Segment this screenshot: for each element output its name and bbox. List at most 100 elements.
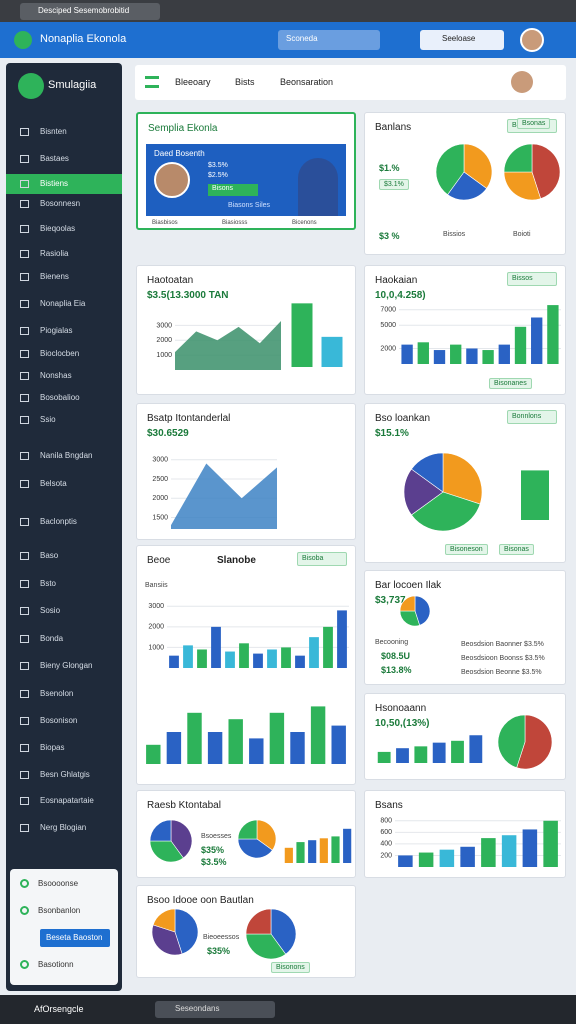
sidebar-icon <box>20 273 29 281</box>
pie-slice <box>237 819 258 840</box>
card-label: Bansiis <box>145 582 168 589</box>
sidebar-item[interactable]: Bisnten <box>6 122 122 142</box>
sidebar-item[interactable]: Bieqoolas <box>6 219 122 239</box>
card-label: $3.5% <box>201 857 227 867</box>
card-subtitle: Slanobe <box>217 555 256 566</box>
pie-slice <box>149 819 172 842</box>
toolbar-item[interactable]: Beonsaration <box>280 77 334 87</box>
stat-value: $833% <box>152 228 183 230</box>
sidebar-icon <box>20 771 29 779</box>
sidebar-item[interactable]: Baso <box>6 546 122 566</box>
sidebar-icon <box>20 452 29 460</box>
sidebar-item[interactable]: Bienens <box>6 267 122 287</box>
sidebar-item-text: Baso <box>40 551 59 560</box>
avatar[interactable] <box>520 28 544 52</box>
sidebar-item[interactable]: Besn Ghlatgis <box>6 765 122 785</box>
avatar[interactable] <box>511 71 533 93</box>
sidebar-item[interactable]: Bonda <box>6 629 122 649</box>
logo <box>14 31 32 49</box>
sidebar-footer-item[interactable]: Bsoooonse <box>14 875 114 893</box>
search-text: Sconeda <box>286 34 318 43</box>
header-button[interactable]: Seeloase <box>420 30 504 50</box>
taskbar-search[interactable]: Seseondans <box>155 1001 275 1018</box>
sidebar-item[interactable]: Bosonnesn <box>6 194 122 214</box>
sidebar-item[interactable]: Nonshas <box>6 366 122 386</box>
tab[interactable]: Desciped Sesemobrobitid <box>20 3 160 20</box>
sidebar-item[interactable]: Bosobalioo <box>6 388 122 408</box>
bar <box>417 342 429 364</box>
stat-label: Biasbisos <box>152 220 178 226</box>
bar <box>146 744 161 764</box>
sidebar-item[interactable]: Belsota <box>6 474 122 494</box>
sidebar-icon <box>20 200 29 208</box>
sidebar-item[interactable]: Bistiens <box>6 174 122 194</box>
card-label: $35% <box>201 845 225 855</box>
bar <box>460 846 475 867</box>
sidebar-item[interactable]: Bsto <box>6 574 122 594</box>
card: Haokaian 10,0,4.258) Bissos Bisonanes 2000 50… <box>364 265 566 395</box>
badge[interactable]: Bissos <box>507 272 557 286</box>
chart <box>151 908 199 956</box>
bar <box>398 855 413 867</box>
sidebar-icon <box>20 350 29 358</box>
sidebar-item[interactable]: Biopas <box>6 738 122 758</box>
y-tick-label: 800 <box>380 818 392 825</box>
chart <box>403 452 483 532</box>
pie-slice <box>245 933 287 960</box>
bar <box>319 838 328 863</box>
bar <box>514 326 527 364</box>
sidebar-item[interactable]: Ssio <box>6 410 122 430</box>
card-title: Haotoatan <box>147 275 194 286</box>
sidebar-item[interactable]: Eosnapatartaie <box>6 791 122 811</box>
card-title: Beoe <box>147 555 171 566</box>
toolbar-item[interactable]: Bleeoary <box>175 77 211 87</box>
sidebar-item-text: Besn Ghlatgis <box>40 770 90 779</box>
chart <box>237 819 277 859</box>
sidebar-item-text: Baclonptis <box>40 517 77 526</box>
pie-slice <box>174 908 199 955</box>
sidebar-item[interactable]: Piogialas <box>6 321 122 341</box>
sidebar-item[interactable]: Bieny Glongan <box>6 656 122 676</box>
card-label: Bissios <box>443 231 466 238</box>
badge[interactable]: Bisoba <box>297 552 347 566</box>
bar <box>451 740 464 763</box>
toolbar-item[interactable]: Bists <box>235 77 255 87</box>
bar <box>249 738 264 764</box>
sidebar-item[interactable]: Baclonptis <box>6 512 122 532</box>
card: Bar locoen Ilak $3,737 > Becooning $08.5U $1… <box>364 570 566 685</box>
bar <box>267 649 277 668</box>
sidebar-item[interactable]: Bastaes <box>6 149 122 169</box>
bar <box>295 655 305 668</box>
sidebar-item[interactable]: Bosonison <box>6 711 122 731</box>
sidebar-item[interactable]: Nonaplia Eia <box>6 294 122 314</box>
sidebar-item[interactable]: Sosio <box>6 601 122 621</box>
bar <box>450 344 462 364</box>
banner: Daed Bosenth $3.5% $2.5% Bisons Biasons Sile… <box>146 144 346 216</box>
sidebar-item-text: Belsota <box>40 479 67 488</box>
sidebar-item[interactable]: Nerg Blogian <box>6 818 122 838</box>
pie-slice <box>151 924 183 956</box>
sidebar-item[interactable]: Rasiolia <box>6 244 122 264</box>
badge[interactable]: Bonnlons <box>507 410 557 424</box>
y-tick-label: 3000 <box>152 457 168 464</box>
card-label: Becooning <box>375 639 409 646</box>
sidebar-item[interactable]: Nanila Bngdan <box>6 446 122 466</box>
menu-icon[interactable] <box>145 76 159 88</box>
banner-button[interactable]: Bisons <box>208 184 258 196</box>
sidebar-footer-item[interactable]: Basotionn <box>14 956 114 974</box>
card-title: Hsonoaann <box>375 703 427 714</box>
stat-value: $8.8% <box>292 228 320 230</box>
sidebar-item[interactable]: Bsenolon <box>6 684 122 704</box>
sidebar-icon <box>20 824 29 832</box>
sidebar-footer-item[interactable]: Bsonbanlon <box>14 902 114 920</box>
y-tick-label: 2500 <box>152 476 168 483</box>
bar <box>439 849 455 867</box>
sidebar-item-text: Nonaplia Eia <box>40 299 86 308</box>
search-box[interactable]: Sconeda <box>278 30 380 50</box>
card-label: $1.% <box>379 163 400 173</box>
sidebar-item-text: Bieny Glongan <box>40 661 93 670</box>
sidebar-footer-item[interactable]: Beseta Baoston <box>40 929 110 947</box>
sidebar-item[interactable]: Bioclocben <box>6 344 122 364</box>
card-label: Beosdsion Beonne $3.5% <box>461 669 542 676</box>
